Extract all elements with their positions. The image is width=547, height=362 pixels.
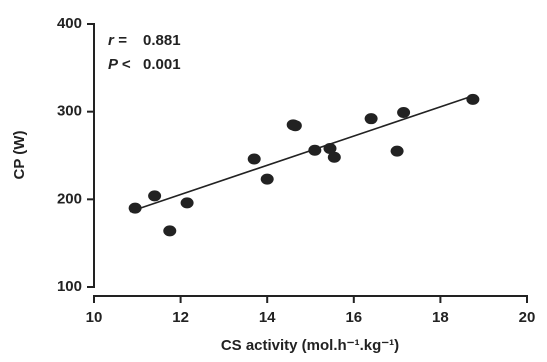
regression-line (129, 95, 474, 213)
x-tick-label: 14 (259, 309, 276, 326)
y-tick-label: 300 (57, 103, 82, 120)
point (323, 142, 337, 154)
y-tick-label: 100 (57, 278, 82, 295)
y-tick-label: 200 (57, 190, 82, 207)
annotation-value: 0.881 (143, 32, 181, 49)
y-tick-label: 400 (57, 15, 82, 32)
annotation-label: r = (108, 32, 127, 49)
point (180, 197, 194, 209)
point (364, 113, 378, 125)
x-axis-label: CS activity (mol.h⁻¹.kg⁻¹) (221, 337, 399, 354)
x-tick-label: 12 (172, 309, 189, 326)
point (308, 144, 322, 156)
point (466, 93, 480, 105)
x-tick-label: 16 (345, 309, 362, 326)
x-tick-label: 10 (86, 309, 103, 326)
annotation-label: P < (108, 56, 131, 73)
x-tick-label: 20 (519, 309, 536, 326)
annotation-value: 0.001 (143, 56, 181, 73)
point (148, 190, 162, 202)
point (128, 202, 142, 214)
point (260, 173, 274, 185)
point (397, 107, 411, 119)
x-tick-label: 18 (432, 309, 449, 326)
point (247, 153, 261, 165)
point (327, 151, 341, 163)
point (288, 120, 302, 132)
point (163, 225, 177, 237)
point (390, 145, 404, 157)
y-axis-label: CP (W) (11, 131, 28, 180)
